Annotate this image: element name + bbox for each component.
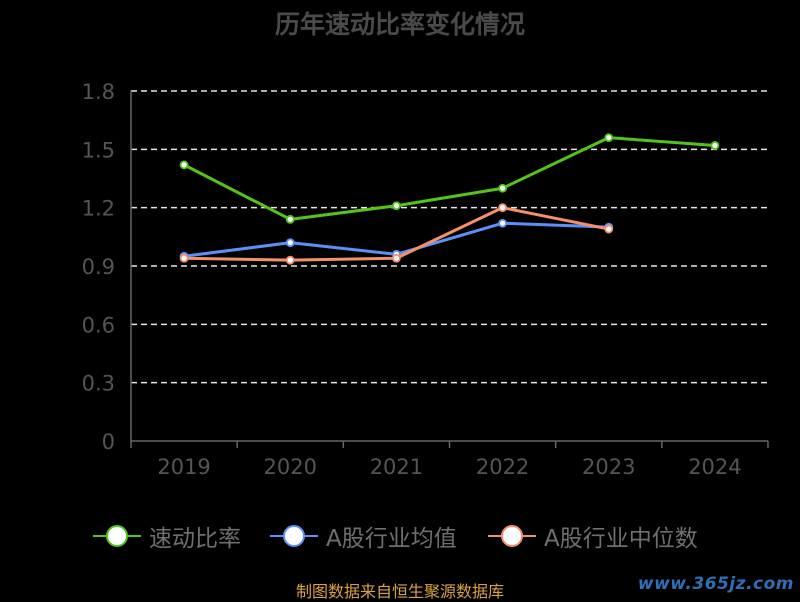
legend-label-industry-mean: A股行业均值 — [326, 526, 457, 552]
data-point — [179, 160, 189, 170]
y-tick-label: 1.2 — [82, 197, 115, 221]
data-point — [392, 201, 401, 211]
data-point — [179, 253, 189, 263]
data-point — [392, 253, 401, 263]
data-point — [604, 224, 614, 234]
x-tick-label: 2021 — [370, 455, 423, 479]
data-point — [285, 214, 295, 224]
data-point — [710, 141, 720, 150]
legend-swatch-industry-median — [488, 518, 536, 554]
y-tick-label: 1.8 — [82, 80, 115, 104]
legend-label-industry-median: A股行业中位数 — [544, 526, 698, 552]
y-tick-label: 0.3 — [82, 372, 115, 396]
y-tick-label: 0 — [102, 430, 115, 454]
data-point — [498, 183, 507, 193]
data-point — [285, 238, 295, 248]
x-tick-label: 2019 — [157, 455, 210, 479]
data-point — [285, 255, 295, 265]
data-point — [498, 203, 507, 213]
x-tick-label: 2023 — [582, 455, 635, 479]
data-point — [498, 218, 507, 228]
chart-title: 历年速动比率变化情况 — [275, 10, 525, 39]
series-line — [183, 136, 716, 221]
legend-swatch-industry-mean — [270, 518, 318, 554]
y-tick-label: 0.6 — [82, 313, 115, 337]
legend-item-industry-median[interactable]: A股行业中位数 — [488, 518, 698, 554]
x-tick-label: 2024 — [688, 455, 741, 479]
x-tick-label: 2022 — [476, 455, 529, 479]
watermark: www.365jz.com — [637, 574, 794, 594]
x-tick-label: 2020 — [264, 455, 317, 479]
data-source-note: 制图数据来自恒生聚源数据库 — [295, 582, 504, 601]
y-tick-label: 0.9 — [82, 255, 115, 279]
legend-label-quick-ratio: 速动比率 — [149, 526, 241, 552]
legend: 速动比率 A股行业均值 A股行业中位数 — [0, 518, 800, 554]
legend-item-quick-ratio[interactable]: 速动比率 — [93, 518, 241, 554]
data-point — [604, 133, 614, 143]
legend-swatch-quick-ratio — [93, 518, 141, 554]
y-tick-label: 1.5 — [82, 138, 115, 162]
legend-item-industry-mean[interactable]: A股行业均值 — [270, 518, 457, 554]
